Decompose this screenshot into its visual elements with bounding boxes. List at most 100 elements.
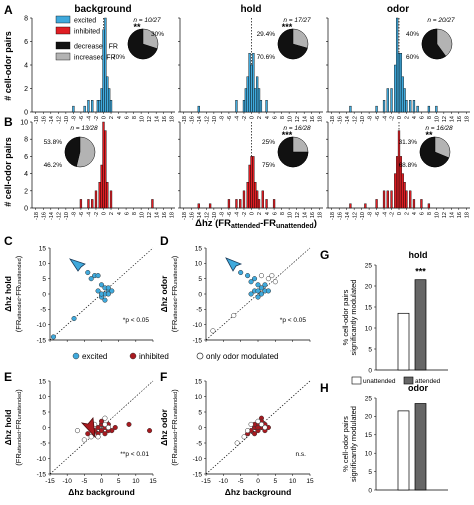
- hist-b-ylabel: # cell-odor pairs: [3, 137, 13, 207]
- scatter-c-point: [95, 288, 101, 294]
- hist-b-background-ytick-label: 6: [24, 154, 28, 161]
- hist-a-background-xtick-label: 4: [117, 116, 123, 119]
- scatter-e-point: [102, 415, 108, 421]
- hist-b-background-ytick-label: 2: [24, 188, 28, 195]
- bar-legend-unattended: unattended: [363, 378, 396, 385]
- bar-g-ytick-label: 10: [365, 325, 373, 332]
- pie-b-hold-inc-label: 25%: [262, 139, 275, 146]
- hist-b-odor-xtick-label: 14: [450, 212, 456, 218]
- bar-legend: unattended attended: [351, 376, 441, 385]
- arrowhead-d: [225, 257, 243, 272]
- pie-b-odor-decreased-slice: [419, 136, 450, 168]
- scatter-c-point: [98, 282, 105, 288]
- hist-a-odor-bar: [382, 100, 386, 113]
- hist-a-odor-bar: [416, 105, 419, 113]
- hist-b-background-ytick-label: 10: [20, 120, 28, 127]
- hist-b-background-xtick-label: 6: [124, 212, 130, 215]
- pie-b-background-decreased-slice: [64, 136, 81, 167]
- bar-h-ytick-label: 15: [365, 432, 373, 439]
- scatter-d-ylabel-part: (FR: [170, 319, 179, 332]
- hist-b-background-bar: [109, 190, 113, 209]
- hist-b-odor-xtick-label: 12: [442, 212, 448, 218]
- scatter-d-point: [248, 291, 254, 297]
- hist-b-background-bar: [98, 181, 101, 209]
- hist-a-background-bar: [100, 88, 103, 113]
- scatter-e-point: [95, 424, 101, 431]
- hist-b-hold-xtick-label: -6: [227, 212, 233, 217]
- hist-b-hold-bar: [272, 199, 276, 209]
- hist-a-background-bar: [83, 105, 86, 113]
- scatter-c-stat: *p < 0.05: [123, 317, 150, 324]
- hist-b-hold-xtick-label: 2: [257, 212, 263, 215]
- hist-b-background-bar: [106, 181, 109, 209]
- scatter-e-ylabel-part: ): [14, 389, 23, 392]
- scatter-c-ylabel-part: attended: [17, 298, 23, 319]
- pie-a-odor-dec-label: 60%: [406, 54, 419, 61]
- hist-a-hold-bar: [246, 76, 249, 113]
- scatter-e-ytick-label: 0: [42, 425, 46, 432]
- scatter-f-point: [245, 428, 251, 434]
- hist-b-hold-bar: [227, 199, 231, 209]
- scatter-c-ylabel-part: ): [14, 255, 23, 258]
- hist-a-hold-xtick-label: -12: [205, 116, 211, 124]
- hist-b-odor-xtick-label: -8: [367, 212, 373, 217]
- hist-a-background-xtick-label: 6: [124, 116, 130, 119]
- panel-label-e: E: [4, 370, 12, 384]
- hist-a-hold-bar: [257, 88, 261, 113]
- hist-a-odor-xtick-label: 16: [457, 116, 463, 122]
- hist-a-hold-bar: [250, 64, 253, 113]
- scatter-d-point: [272, 279, 278, 285]
- scatter-d-ytick-label: 10: [195, 261, 203, 268]
- bar-legend-swatch-unattended: [351, 376, 362, 385]
- hist-a-hold-bar: [242, 100, 246, 113]
- hist-a-background-bar: [109, 100, 113, 113]
- scatter-e-ytick-label: 15: [39, 378, 47, 385]
- legend-swatch-excited: [55, 15, 71, 24]
- scatter-e-ylabel-part: (FR: [14, 453, 23, 466]
- scatter-legend-marker-only-odor: [196, 352, 204, 360]
- hist-b-odor-bar: [386, 190, 389, 209]
- bar-h-ylabel: % cell-odor pairs: [341, 416, 350, 472]
- hist-b-odor-bar: [390, 190, 393, 209]
- scatter-e-ytick-label: -5: [40, 440, 46, 447]
- hist-a-background-xtick-label: 16: [162, 116, 168, 122]
- hist-a-odor-bar: [412, 100, 416, 113]
- hist-b-background-ytick-label: 0: [24, 206, 28, 213]
- scatter-e-point: [147, 428, 153, 434]
- scatter-e-point: [85, 431, 91, 437]
- hist-a-hold-xtick-label: -4: [235, 116, 241, 121]
- scatter-e-point: [112, 424, 118, 431]
- pie-a-hold-dec-label: 70.6%: [257, 54, 276, 61]
- scatter-f-ylabel: Δhz odor: [159, 408, 169, 445]
- hist-a-background-ytick-label: 4: [24, 63, 28, 70]
- scatter-f-xtick-label: 10: [289, 478, 297, 485]
- hist-b-hold-xtick-label: -12: [205, 212, 211, 220]
- hist-a-hold-xtick-label: -2: [242, 116, 248, 121]
- hist-a-background-ytick-label: 2: [24, 86, 28, 93]
- hist-a-background-bar: [87, 100, 90, 113]
- hist-a-ylabel: # cell-odor pairs: [3, 31, 13, 101]
- pie-a-hold-n-label: n = 17/27: [283, 17, 311, 24]
- hist-b-odor-bar: [394, 173, 397, 209]
- panel-label-f: F: [160, 370, 167, 384]
- hist-b-odor-xtick-label: 16: [457, 212, 463, 218]
- hist-b-odor-bar: [405, 190, 408, 209]
- hist-a-odor-xtick-label: -16: [337, 116, 343, 124]
- hist-b-background-bar: [100, 164, 103, 209]
- scatter-d-stat: *p < 0.05: [280, 317, 307, 324]
- hist-b-odor-xtick-label: -18: [330, 212, 336, 220]
- hist-a-background-bar: [72, 105, 75, 113]
- bar-g-attended: [414, 279, 427, 371]
- hist-a-background-xtick-label: -10: [64, 116, 70, 124]
- bar-legend-swatch-attended: [403, 376, 414, 385]
- hist-a-odor-xtick-label: -2: [390, 116, 396, 121]
- scatter-e-xtick-label: 15: [149, 478, 157, 485]
- scatter-c-point: [109, 288, 115, 294]
- scatter-d-point: [265, 276, 271, 282]
- legend-label-excited: excited: [74, 18, 96, 25]
- hist-a-odor-bar: [435, 105, 438, 113]
- hist-b-background-bar: [102, 121, 105, 209]
- scatter-f-xtick-label: 15: [306, 478, 314, 485]
- hist-a-hold-bar: [252, 53, 255, 113]
